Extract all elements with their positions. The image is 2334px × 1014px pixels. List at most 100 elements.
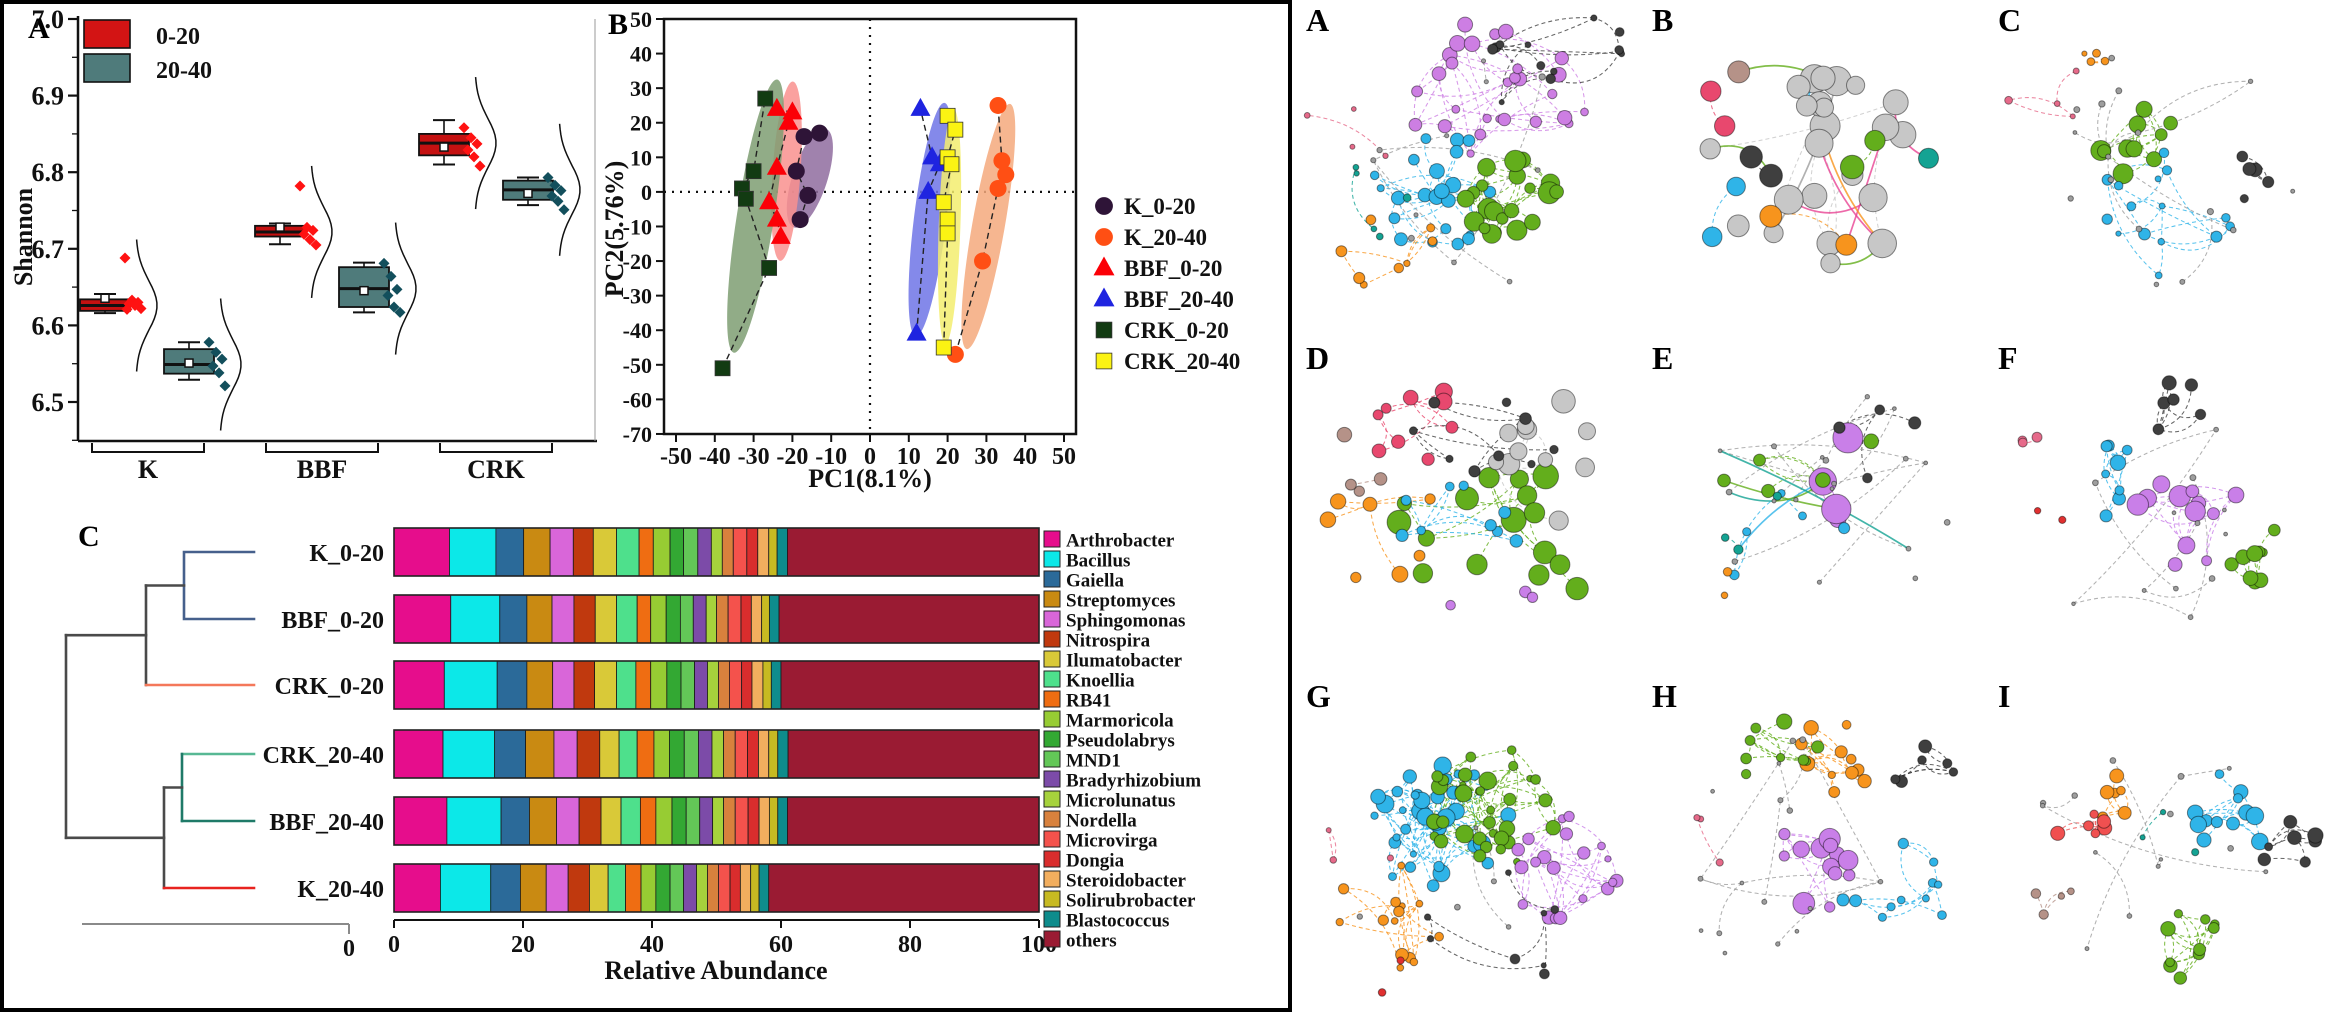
taxa-legend-Bradyrhizobium: Bradyrhizobium [1043, 770, 1201, 792]
network-canvas-C [2004, 48, 2296, 288]
svg-text:Solirubrobacter: Solirubrobacter [1066, 891, 1196, 912]
network-edges [2035, 760, 2317, 979]
taxa-legend-Nitrospira: Nitrospira [1043, 630, 1151, 652]
svg-text:K_20-40: K_20-40 [297, 877, 384, 903]
svg-text:80: 80 [898, 932, 922, 958]
pcoa-legend-BBF_0-20: BBF_0-20 [1093, 256, 1222, 281]
svg-text:0-20: 0-20 [156, 24, 200, 50]
svg-text:Nordella: Nordella [1066, 811, 1137, 832]
panel-a-boxplot: 6.5 6.6 6.7 6.8 6.9 7.0 0-20 20-40 K BBF CRK [32, 5, 597, 484]
network-panel-label: B [1652, 2, 1674, 38]
network-nodes [2004, 48, 2296, 288]
panel-a-label: A [28, 12, 50, 45]
network-panel-label: H [1652, 678, 1677, 714]
svg-text:-40: -40 [623, 318, 652, 343]
svg-text:40: 40 [1013, 444, 1037, 470]
svg-text:-10: -10 [815, 444, 847, 470]
network-nodes [1325, 745, 1624, 997]
network-edges [1307, 17, 1622, 286]
svg-text:0: 0 [343, 936, 355, 962]
svg-text:RB41: RB41 [1066, 691, 1111, 712]
taxa-legend-Gaiella: Gaiella [1043, 570, 1125, 592]
taxa-legend-Nordella: Nordella [1043, 810, 1137, 832]
box-K_0-20 [79, 239, 158, 372]
svg-text:20-40: 20-40 [156, 58, 212, 84]
svg-text:CRK_20-40: CRK_20-40 [1124, 349, 1240, 374]
network-panel-label: A [1306, 2, 1330, 38]
svg-text:Knoellia: Knoellia [1066, 671, 1135, 692]
svg-text:20: 20 [511, 932, 535, 958]
pc1-axis-label: PC1(8.1%) [808, 464, 932, 493]
svg-text:-50: -50 [660, 444, 692, 470]
svg-text:Marmoricola: Marmoricola [1066, 711, 1174, 732]
svg-text:Bacillus: Bacillus [1066, 551, 1130, 572]
network-canvas-G [1325, 745, 1624, 997]
pcoa-legend-K_20-40: K_20-40 [1095, 225, 1207, 250]
svg-text:Ilumatobacter: Ilumatobacter [1066, 651, 1183, 672]
taxa-legend-Arthrobacter: Arthrobacter [1043, 530, 1175, 552]
network-nodes [2017, 375, 2281, 621]
svg-text:Steroidobacter: Steroidobacter [1066, 871, 1187, 892]
taxa-legend-Bacillus: Bacillus [1043, 550, 1130, 572]
network-panel-label: F [1998, 340, 2018, 376]
network-nodes [1717, 394, 1951, 600]
taxa-legend-Dongia: Dongia [1043, 850, 1125, 872]
taxa-legend-Steroidobacter: Steroidobacter [1043, 870, 1187, 892]
network-panel-A: A [1296, 0, 1642, 338]
taxa-legend-MND1: MND1 [1043, 750, 1121, 772]
pcoa-legend-K_0-20: K_0-20 [1095, 194, 1196, 219]
svg-text:60: 60 [769, 932, 793, 958]
panel-c-label: C [78, 520, 100, 553]
network-panel-C: C [1988, 0, 2334, 338]
svg-text:6.7: 6.7 [32, 235, 65, 264]
taxa-legend-Marmoricola: Marmoricola [1043, 710, 1174, 732]
svg-text:Pseudolabrys: Pseudolabrys [1066, 731, 1175, 752]
svg-text:Blastococcus: Blastococcus [1066, 911, 1169, 932]
network-canvas-E [1717, 394, 1951, 600]
left-composite-figure: 6.5 6.6 6.7 6.8 6.9 7.0 0-20 20-40 K BBF CRK 50 40 30… [0, 0, 1292, 1012]
network-panel-label: C [1998, 2, 2022, 38]
panel-c-taxa: 0 K_0-20 BBF_0-20 CRK_0-20 CRK_20-40 BBF_20-4… [64, 527, 1201, 962]
bar-row-K_0-20 [393, 527, 1040, 577]
network-nodes [1319, 382, 1596, 611]
svg-text:50: 50 [630, 7, 652, 32]
box-BBF_0-20 [254, 165, 333, 298]
svg-text:40: 40 [640, 932, 664, 958]
taxa-legend-RB41: RB41 [1043, 690, 1111, 712]
svg-text:-20: -20 [776, 444, 808, 470]
svg-text:Streptomyces: Streptomyces [1066, 591, 1175, 612]
svg-text:CRK_0-20: CRK_0-20 [275, 674, 384, 700]
svg-text:BBF: BBF [297, 455, 348, 484]
taxa-legend-others: others [1043, 930, 1117, 952]
network-panel-label: D [1306, 340, 1330, 376]
network-grid: A B C D E F G H I [1296, 0, 2334, 1014]
taxa-legend-Microvirga: Microvirga [1043, 830, 1158, 852]
svg-text:Arthrobacter: Arthrobacter [1066, 531, 1175, 552]
network-canvas-D [1319, 382, 1596, 611]
svg-text:-30: -30 [738, 444, 770, 470]
svg-text:Microvirga: Microvirga [1066, 831, 1158, 852]
svg-text:BBF_0-20: BBF_0-20 [1124, 256, 1222, 281]
network-panel-G: G [1296, 676, 1642, 1014]
network-nodes [1699, 60, 1939, 274]
box-CRK_20-40 [502, 123, 581, 256]
network-nodes [2030, 757, 2324, 985]
taxa-legend-Knoellia: Knoellia [1043, 670, 1135, 692]
svg-text:20: 20 [630, 111, 652, 136]
network-canvas-A [1303, 14, 1626, 289]
pcoa-legend-CRK_20-40: CRK_20-40 [1095, 349, 1240, 374]
svg-text:Dongia: Dongia [1066, 851, 1125, 872]
pc2-axis-label: PC2(5.76%) [600, 160, 629, 298]
legend-swatch-20-40 [83, 53, 131, 83]
ellipse-CRK_0-20 [727, 79, 784, 353]
svg-text:Microlunatus: Microlunatus [1066, 791, 1175, 812]
bar-row-BBF_20-40 [393, 796, 1040, 846]
svg-text:-50: -50 [623, 353, 652, 378]
svg-text:40: 40 [630, 42, 652, 67]
svg-text:-30: -30 [623, 284, 652, 309]
svg-text:50: 50 [1052, 444, 1076, 470]
svg-text:CRK_0-20: CRK_0-20 [1124, 318, 1229, 343]
